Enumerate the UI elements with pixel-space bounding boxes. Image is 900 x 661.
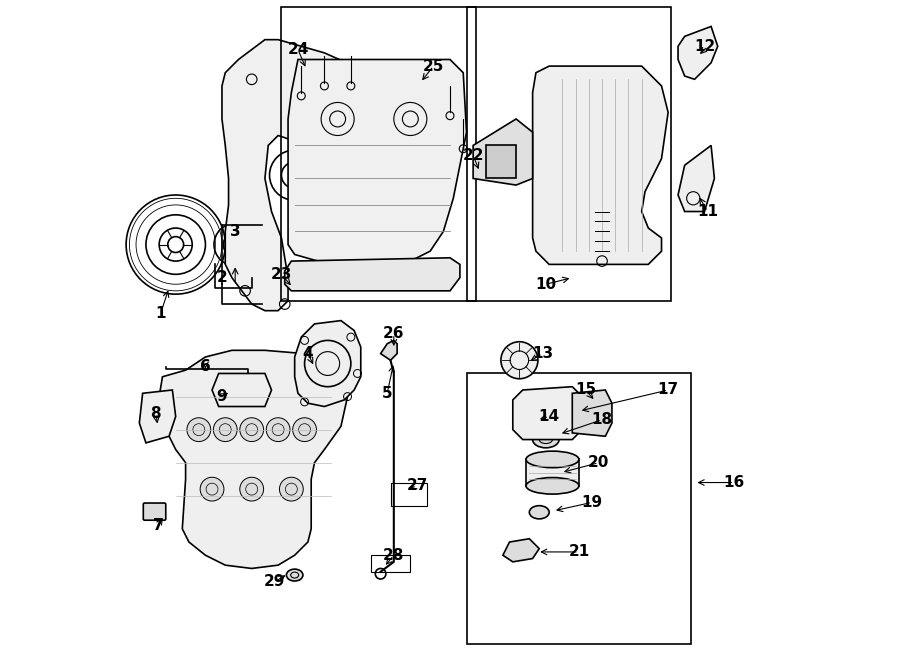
Text: 23: 23 xyxy=(271,267,292,282)
Polygon shape xyxy=(678,145,715,212)
Text: 21: 21 xyxy=(568,545,590,559)
Polygon shape xyxy=(678,26,717,79)
Text: 20: 20 xyxy=(588,455,609,470)
Polygon shape xyxy=(572,390,612,436)
Ellipse shape xyxy=(529,506,549,519)
Bar xyxy=(282,7,476,301)
Text: 26: 26 xyxy=(383,327,405,341)
Ellipse shape xyxy=(526,451,579,468)
Circle shape xyxy=(239,477,264,501)
Circle shape xyxy=(213,418,238,442)
Text: 16: 16 xyxy=(724,475,745,490)
Polygon shape xyxy=(294,321,361,407)
Text: 10: 10 xyxy=(536,277,556,292)
Ellipse shape xyxy=(526,477,579,494)
Bar xyxy=(466,373,691,644)
Polygon shape xyxy=(212,373,272,407)
Polygon shape xyxy=(533,66,668,264)
Polygon shape xyxy=(288,59,466,264)
Polygon shape xyxy=(222,40,371,311)
Text: 2: 2 xyxy=(217,270,228,285)
Polygon shape xyxy=(486,145,516,178)
Polygon shape xyxy=(473,119,533,185)
Polygon shape xyxy=(159,350,347,568)
Ellipse shape xyxy=(286,569,303,581)
Text: 15: 15 xyxy=(575,383,596,397)
Text: 29: 29 xyxy=(264,574,285,589)
Text: 3: 3 xyxy=(230,224,240,239)
Text: 7: 7 xyxy=(152,518,163,533)
Text: 13: 13 xyxy=(532,346,554,361)
Circle shape xyxy=(501,342,538,379)
Text: 14: 14 xyxy=(538,409,560,424)
Polygon shape xyxy=(503,539,539,562)
Text: 19: 19 xyxy=(581,495,603,510)
Text: 27: 27 xyxy=(406,479,428,493)
Circle shape xyxy=(200,477,224,501)
Bar xyxy=(371,555,410,572)
Text: 17: 17 xyxy=(658,383,679,397)
Text: 6: 6 xyxy=(200,360,211,374)
Text: 8: 8 xyxy=(150,406,161,420)
FancyBboxPatch shape xyxy=(143,503,166,520)
Text: 22: 22 xyxy=(463,148,484,163)
Ellipse shape xyxy=(533,432,559,448)
Bar xyxy=(466,7,671,301)
Text: 5: 5 xyxy=(382,386,392,401)
Polygon shape xyxy=(140,390,176,443)
Polygon shape xyxy=(381,340,397,360)
Polygon shape xyxy=(526,459,579,486)
Polygon shape xyxy=(513,387,582,440)
Text: 11: 11 xyxy=(698,204,718,219)
Circle shape xyxy=(187,418,211,442)
Text: 25: 25 xyxy=(423,59,445,73)
Text: 28: 28 xyxy=(383,548,404,563)
Bar xyxy=(391,483,427,506)
Text: 18: 18 xyxy=(591,412,613,427)
Text: 12: 12 xyxy=(694,39,716,54)
Text: 9: 9 xyxy=(217,389,228,404)
Circle shape xyxy=(280,477,303,501)
Ellipse shape xyxy=(535,393,571,420)
Text: 4: 4 xyxy=(302,346,313,361)
Text: 24: 24 xyxy=(287,42,309,57)
Circle shape xyxy=(266,418,290,442)
Circle shape xyxy=(239,418,264,442)
Text: 1: 1 xyxy=(155,307,166,321)
Polygon shape xyxy=(284,258,460,291)
Circle shape xyxy=(292,418,317,442)
